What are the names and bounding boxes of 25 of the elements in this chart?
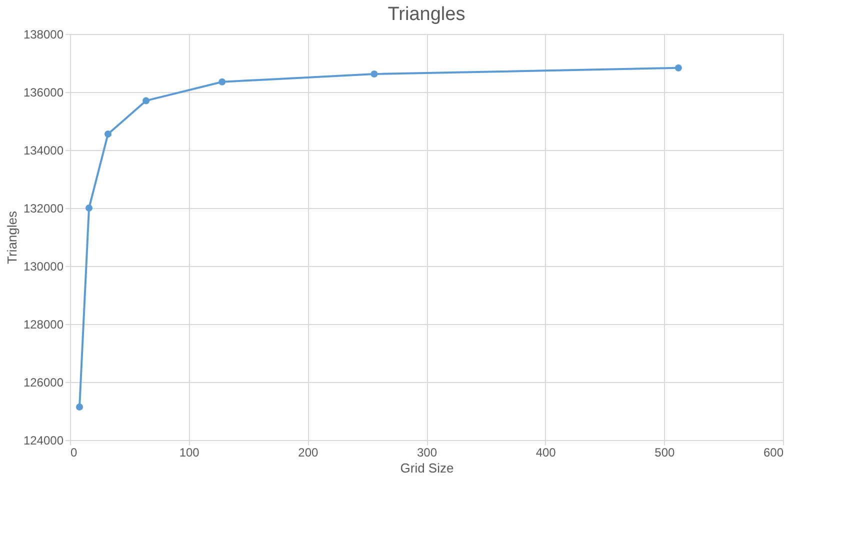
y-axis-title: Triangles xyxy=(4,210,20,264)
x-tick-label: 100 xyxy=(179,446,200,460)
y-tick-label: 136000 xyxy=(23,86,64,100)
x-tick-label: 400 xyxy=(536,446,556,460)
y-tick-label: 124000 xyxy=(23,434,64,448)
y-tick-label: 138000 xyxy=(23,28,64,42)
point xyxy=(76,403,84,410)
point xyxy=(104,130,112,138)
y-tick-label: 128000 xyxy=(23,318,64,332)
y-tick-label: 130000 xyxy=(23,260,64,274)
y-tick-label: 126000 xyxy=(23,376,64,390)
point xyxy=(85,204,93,212)
point xyxy=(674,64,682,72)
x-tick-label: 0 xyxy=(70,446,78,460)
x-tick-label: 200 xyxy=(298,446,318,460)
point xyxy=(370,70,378,78)
x-tick-label: 600 xyxy=(763,446,784,460)
x-axis-title: Grid Size xyxy=(400,460,454,476)
x-tick-label: 500 xyxy=(654,446,675,460)
y-tick-label: 132000 xyxy=(23,202,64,216)
point xyxy=(218,78,226,86)
point xyxy=(142,97,150,104)
chart-title: Triangles xyxy=(388,4,466,25)
x-tick-label: 300 xyxy=(416,446,438,460)
y-tick-label: 134000 xyxy=(23,144,64,158)
